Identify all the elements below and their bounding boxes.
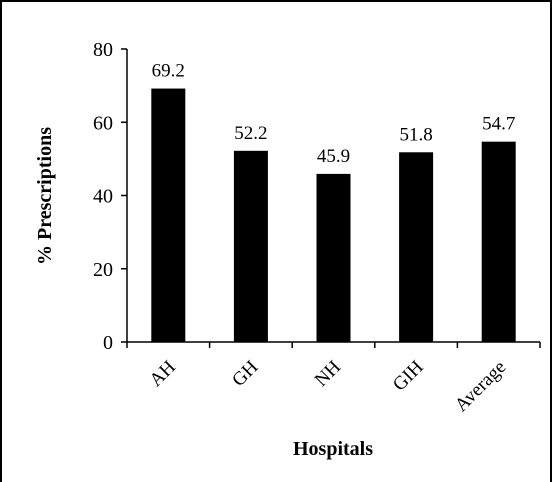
bar	[151, 88, 186, 343]
category-label: Average	[451, 357, 510, 416]
category-label: GIH	[389, 356, 428, 395]
data-label: 69.2	[152, 61, 185, 82]
data-label: 51.8	[399, 124, 432, 145]
y-tick-label: 20	[93, 259, 113, 281]
y-axis-title: % Prescriptions	[34, 127, 56, 265]
bar	[316, 173, 351, 342]
data-labels: 69.2 52.2 45.9 51.8 54.7	[152, 61, 516, 167]
category-label: NH	[311, 356, 345, 390]
category-labels: AH GH NH GIH Average	[146, 356, 511, 416]
data-label: 45.9	[317, 146, 350, 167]
bar-series	[151, 88, 516, 343]
y-tick-label: 80	[93, 39, 113, 61]
y-tick-label: 40	[93, 186, 113, 208]
bar	[233, 150, 268, 342]
bar	[399, 152, 434, 342]
x-axis-title: Hospitals	[293, 438, 373, 460]
bar	[481, 141, 516, 342]
category-label: GH	[228, 356, 262, 390]
y-tick-label: 60	[93, 112, 113, 134]
y-axis-ticks: 0 20 40 60 80	[93, 39, 127, 354]
y-tick-label: 0	[103, 332, 113, 354]
data-label: 52.2	[234, 123, 267, 144]
x-axis-ticks	[126, 342, 541, 348]
data-label: 54.7	[482, 114, 515, 135]
category-label: AH	[146, 356, 180, 390]
